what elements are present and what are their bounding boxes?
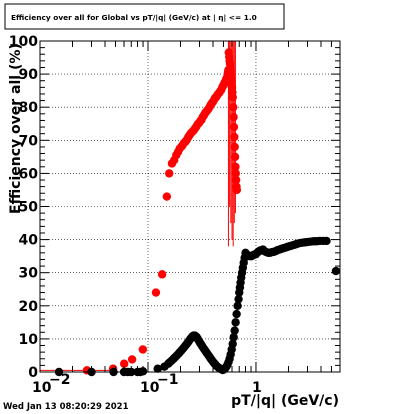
y-tick-label: 70 <box>19 133 39 149</box>
y-tick-label: 30 <box>19 266 39 282</box>
red-data-point <box>229 112 238 122</box>
red-data-point <box>230 132 239 142</box>
black-data-point <box>228 339 237 349</box>
black-data-point <box>233 301 242 310</box>
red-data-point <box>164 169 174 178</box>
y-tick-label: 0 <box>28 365 38 381</box>
black-data-point <box>153 364 162 373</box>
chart-title: Efficiency over all for Global vs pT/|q|… <box>11 13 257 23</box>
y-tick-label: 90 <box>19 67 39 83</box>
y-tick-label: 20 <box>19 299 39 315</box>
red-data-point <box>232 185 242 195</box>
x-tick-label: 1 <box>252 380 262 396</box>
x-tick-exponent: −1 <box>157 372 178 388</box>
black-data-point <box>331 266 341 276</box>
title-box-frame <box>4 3 285 30</box>
red-data-point <box>228 103 238 112</box>
y-tick-labels: 0 10 20 30 40 50 60 70 80 90 100 <box>9 34 38 381</box>
y-tick-label: 10 <box>19 332 39 348</box>
y-tick-label: 80 <box>19 100 39 116</box>
red-data-point <box>231 169 240 178</box>
red-data-point <box>227 76 236 85</box>
red-data-point <box>230 152 240 162</box>
red-data-point <box>162 192 172 201</box>
data-markers <box>54 48 341 377</box>
red-data-point <box>231 175 241 185</box>
timestamp-footer: Wed Jan 13 08:20:29 2021 <box>3 402 129 412</box>
x-tick-label: 10 <box>140 380 160 396</box>
black-data-point <box>231 318 240 327</box>
red-data-point <box>138 345 148 354</box>
y-tick-label: 40 <box>19 233 39 249</box>
black-data-point <box>322 236 331 246</box>
red-data-point <box>119 359 129 368</box>
y-axis-title: Efficiency over all (%) <box>8 43 24 214</box>
axis-ticks <box>39 40 341 373</box>
black-data-point <box>230 326 239 335</box>
y-tick-label: 50 <box>19 200 39 216</box>
x-tick-labels: 10−2 10−1 1 <box>32 372 262 396</box>
black-data-point <box>232 309 241 319</box>
y-tick-label: 100 <box>9 34 38 50</box>
red-data-point <box>230 142 239 152</box>
black-data-point <box>234 294 243 304</box>
y-tick-label: 60 <box>19 166 39 182</box>
grid-lines <box>40 41 340 372</box>
red-data-point <box>228 93 237 102</box>
x-tick-label: 10 <box>32 380 52 396</box>
red-data-point <box>151 288 161 297</box>
red-data-point <box>229 122 239 132</box>
error-bars <box>40 41 238 375</box>
red-data-point <box>231 162 240 171</box>
x-tick-exponent: −2 <box>49 372 70 388</box>
x-axis-title: pT/|q| (GeV/c) <box>231 393 339 409</box>
red-data-point <box>157 270 167 279</box>
red-data-point <box>127 355 137 364</box>
title-box: Efficiency over all for Global vs pT/|q|… <box>4 3 285 30</box>
black-data-point <box>229 333 238 342</box>
